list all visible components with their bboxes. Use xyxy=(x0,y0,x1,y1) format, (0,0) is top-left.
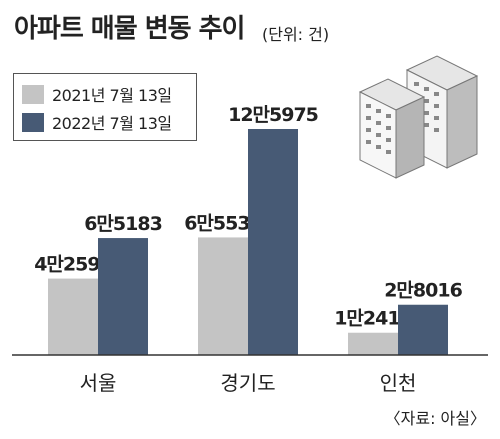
bar-1-0 xyxy=(98,238,148,355)
legend-label-2022: 2022년 7월 13일 xyxy=(52,114,172,133)
data-label-0-1: 6만5538 xyxy=(184,212,262,234)
data-label-1-1: 12만5975 xyxy=(228,104,318,126)
bar-1-2 xyxy=(398,304,448,355)
legend: 2021년 7월 13일 2022년 7월 13일 xyxy=(13,73,197,141)
bar-0-0 xyxy=(48,278,98,355)
chart-title: 아파트 매물 변동 추이 xyxy=(14,14,245,44)
unit-label: (단위: 건) xyxy=(262,25,330,44)
category-label-0: 서울 xyxy=(80,371,117,395)
source-label: 〈자료: 아실〉 xyxy=(384,409,486,428)
category-label-2: 인천 xyxy=(380,371,417,395)
legend-swatch-2021 xyxy=(22,85,44,104)
apartment-buildings-icon xyxy=(358,55,479,179)
legend-swatch-2022 xyxy=(22,113,44,132)
data-label-0-2: 1만2414 xyxy=(334,308,412,330)
data-label-1-2: 2만8016 xyxy=(384,280,462,302)
data-label-0-0: 4만2594 xyxy=(34,254,112,276)
bar-1-1 xyxy=(248,129,298,355)
bar-0-1 xyxy=(198,237,248,355)
category-label-1: 경기도 xyxy=(220,371,275,395)
bar-0-2 xyxy=(348,332,398,355)
data-label-1-0: 6만5183 xyxy=(84,213,162,235)
legend-label-2021: 2021년 7월 13일 xyxy=(52,86,172,105)
